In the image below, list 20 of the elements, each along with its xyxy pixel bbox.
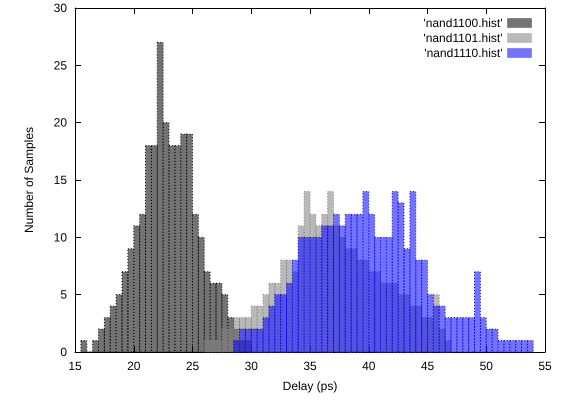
x-tick-label: 45 [420,359,434,373]
x-tick-label: 50 [480,359,494,373]
x-tick-label: 20 [127,359,141,373]
x-tick-label: 55 [538,359,552,373]
legend-label: 'nand1101.hist' [423,31,502,45]
x-tick-label: 40 [362,359,376,373]
y-tick-label: 0 [60,345,68,359]
y-tick-label: 30 [54,1,68,15]
y-tick-label: 5 [60,288,68,302]
x-tick-label: 30 [244,359,258,373]
x-tick-label: 25 [186,359,200,373]
y-axis-title: Number of Samples [22,126,36,234]
legend-label: 'nand1110.hist' [424,46,502,60]
x-tick-label: 35 [303,359,317,373]
y-tick-label: 20 [54,116,68,130]
y-tick-label: 10 [54,230,68,244]
y-tick-label: 15 [54,173,68,187]
x-axis-title: Delay (ps) [282,379,338,393]
y-tick-label: 25 [54,58,68,72]
legend-label: 'nand1100.hist' [423,16,502,30]
